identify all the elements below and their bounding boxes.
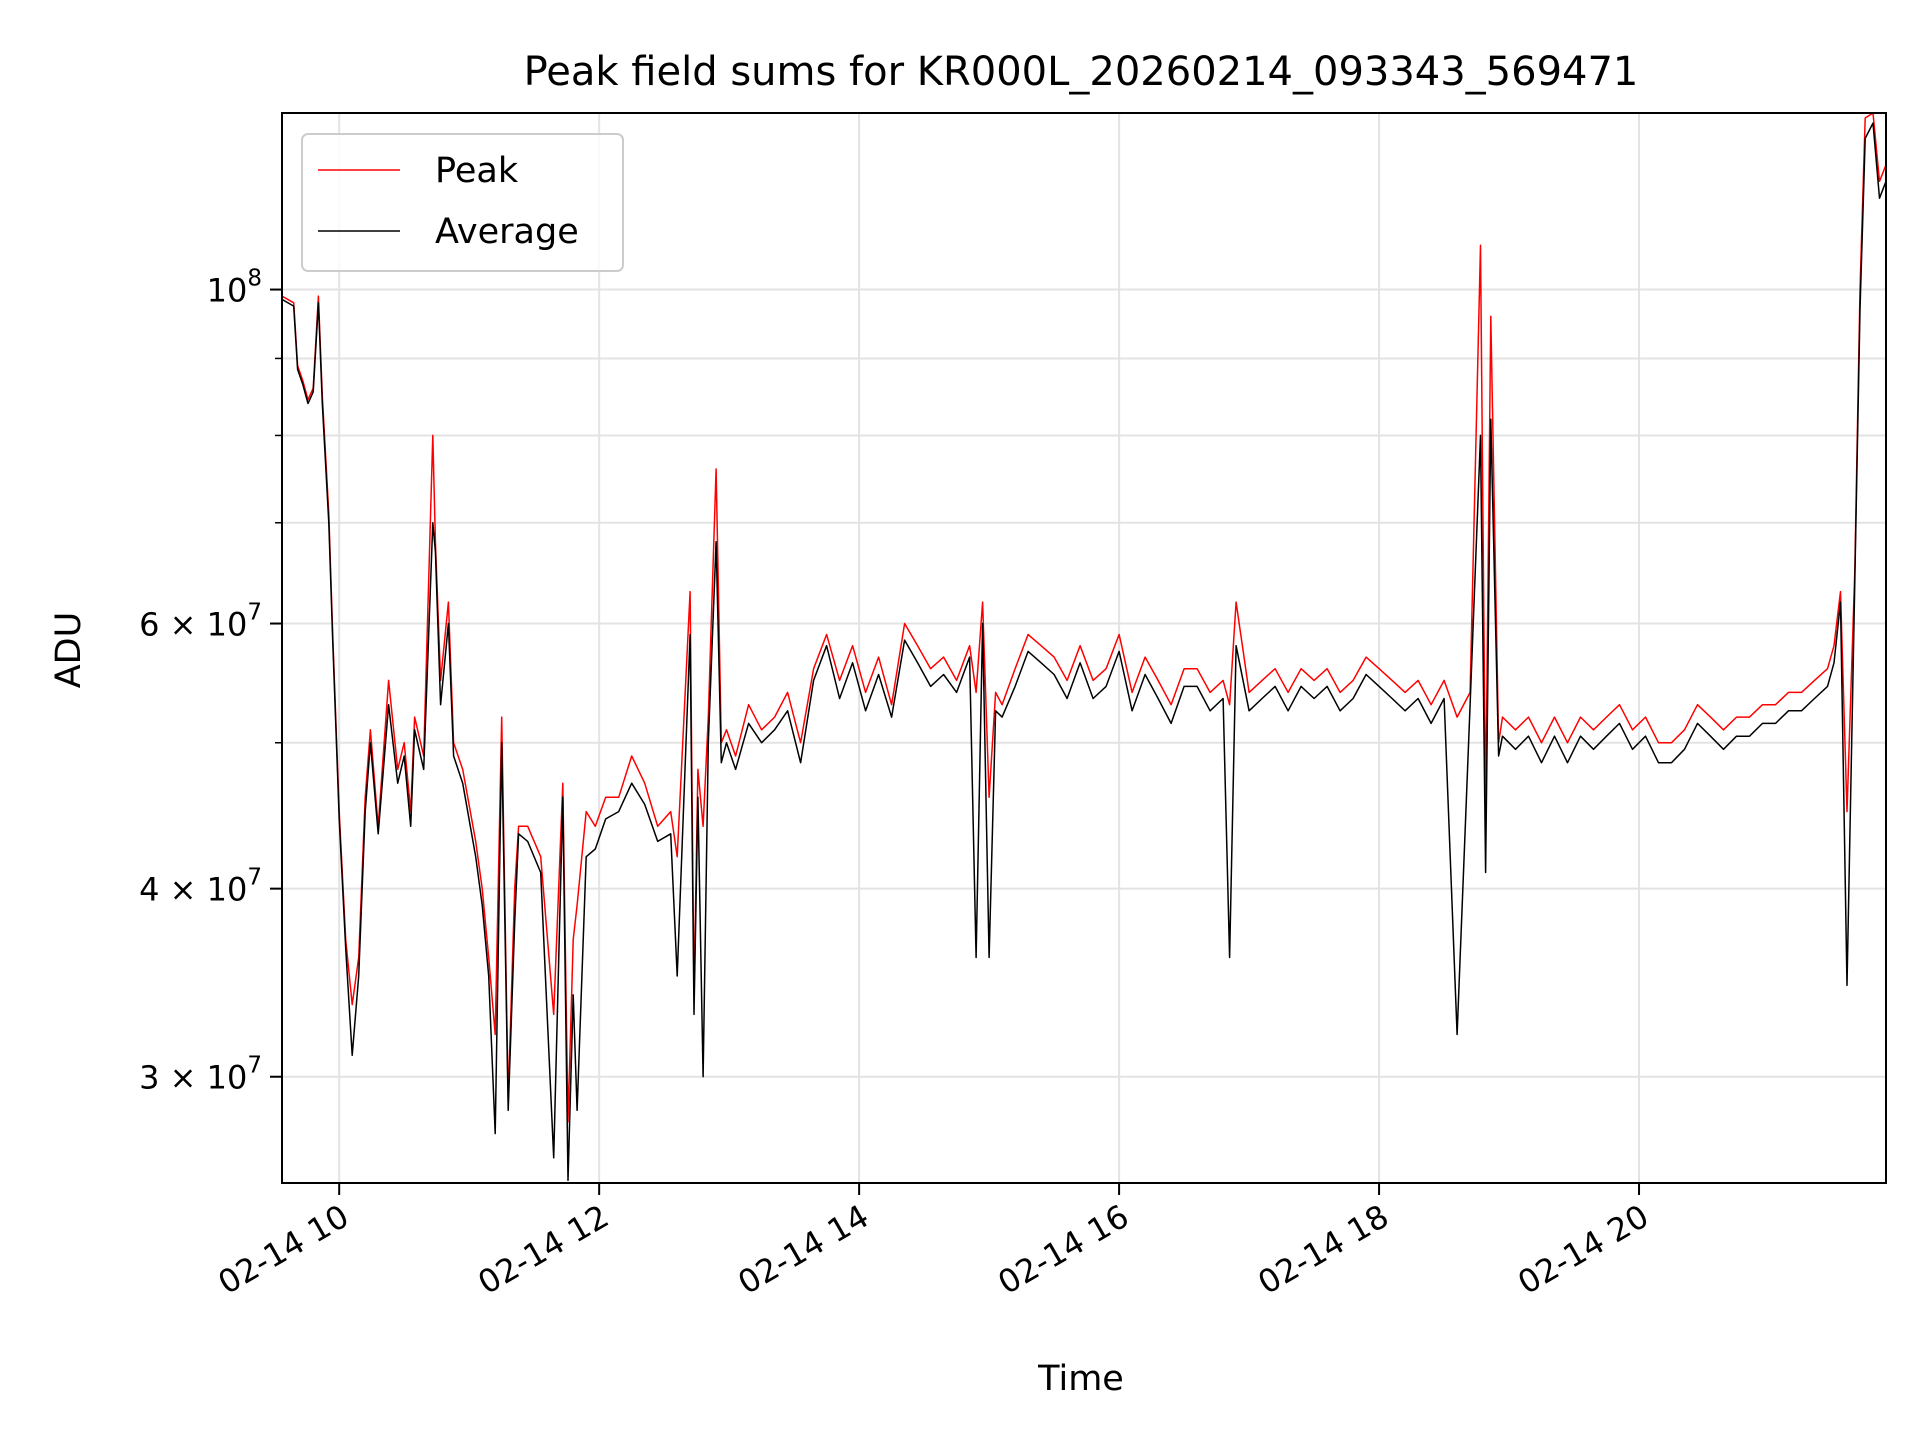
chart-title: Peak field sums for KR000L_20260214_0933…: [524, 49, 1639, 95]
x-axis-label: Time: [1037, 1359, 1124, 1399]
x-tick-label: 02-14 16: [991, 1197, 1135, 1302]
series-layer: [281, 112, 1887, 1182]
legend-box: [301, 133, 624, 272]
plot-frame: [281, 112, 1887, 1184]
legend: Peak Average: [301, 133, 624, 272]
y-tick-label: 4 × 107: [139, 865, 262, 909]
y-tick-label: 3 × 107: [139, 1053, 262, 1097]
grid-layer: [282, 113, 1886, 1183]
series-line-average: [281, 122, 1887, 1182]
y-tick-label: 108: [207, 266, 262, 310]
y-tick-label: 6 × 107: [139, 600, 262, 644]
x-tick-label: 02-14 12: [472, 1197, 616, 1302]
x-tick-label: 02-14 14: [732, 1197, 876, 1302]
x-tick-label: 02-14 20: [1511, 1197, 1655, 1302]
legend-label-peak: Peak: [435, 151, 519, 191]
x-tick-label: 02-14 18: [1251, 1197, 1395, 1302]
x-tick-label: 02-14 10: [212, 1197, 356, 1302]
legend-label-average: Average: [435, 212, 579, 252]
y-axis-label: ADU: [49, 612, 89, 689]
